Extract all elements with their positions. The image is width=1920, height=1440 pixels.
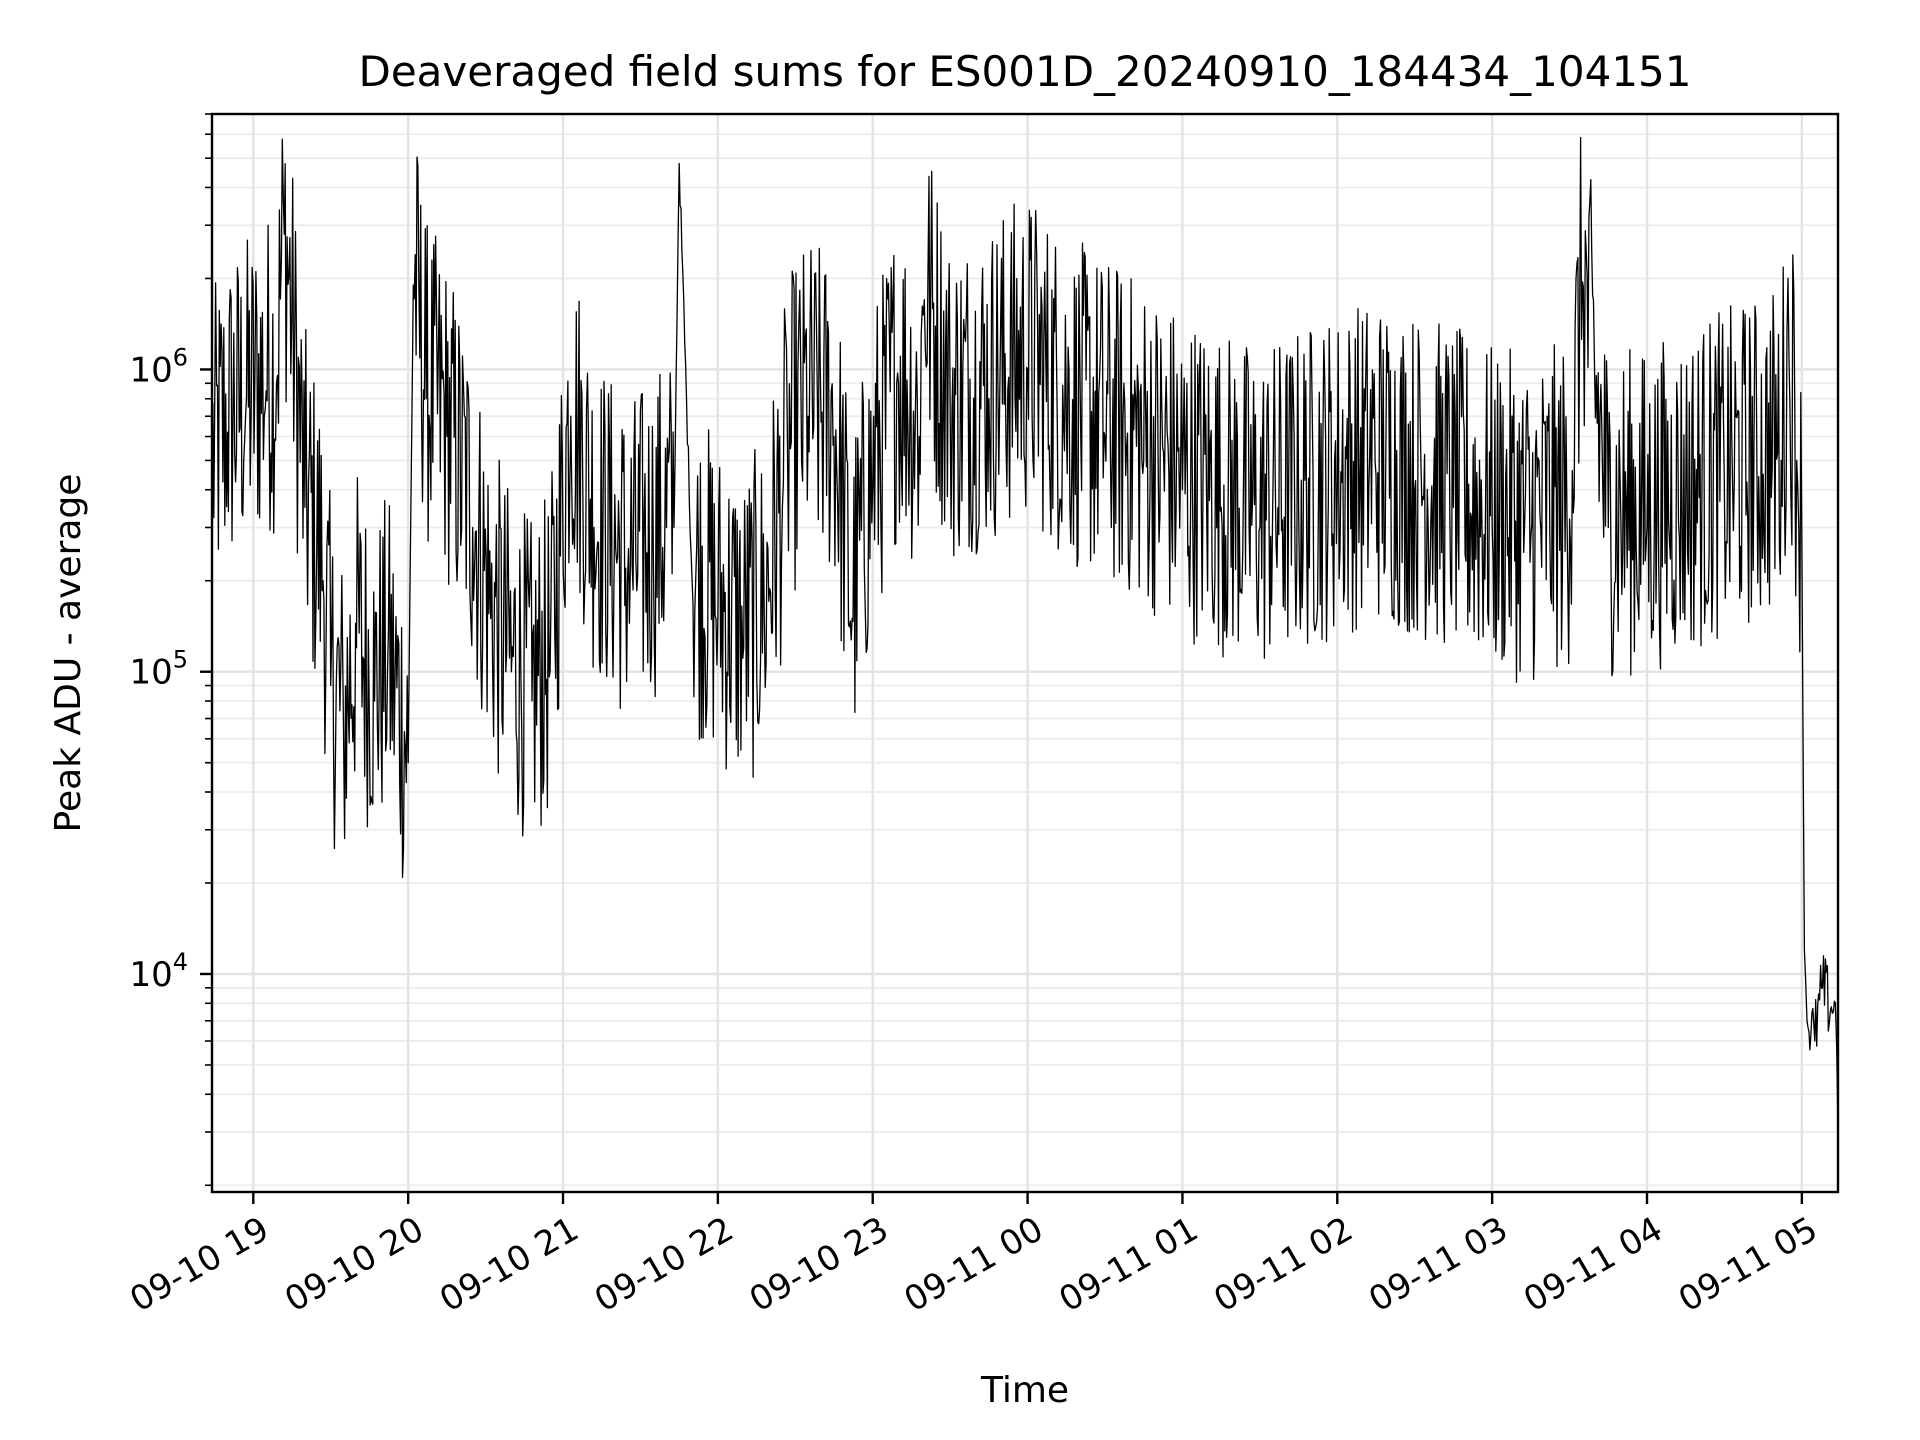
chart-title: Deaveraged field sums for ES001D_2024091… bbox=[359, 47, 1692, 96]
series-layer bbox=[211, 136, 1839, 1133]
y-tick-label-base: 10 bbox=[129, 653, 172, 693]
x-axis-label: Time bbox=[980, 1370, 1069, 1411]
y-axis-label: Peak ADU - average bbox=[48, 474, 89, 833]
y-tick-label-base: 10 bbox=[129, 955, 172, 995]
y-tick-label-exponent: 6 bbox=[173, 343, 188, 371]
y-tick-label-base: 10 bbox=[129, 350, 172, 390]
y-tick-label-exponent: 5 bbox=[173, 646, 188, 674]
y-tick-label: 106 bbox=[129, 343, 188, 390]
plot-frame bbox=[210, 112, 1840, 1194]
y-tick-label: 105 bbox=[129, 646, 188, 693]
y-tick-label-exponent: 4 bbox=[173, 948, 188, 976]
major-gridlines bbox=[212, 114, 1838, 1192]
series-line bbox=[211, 136, 1839, 1133]
y-tick-label: 104 bbox=[129, 948, 188, 995]
